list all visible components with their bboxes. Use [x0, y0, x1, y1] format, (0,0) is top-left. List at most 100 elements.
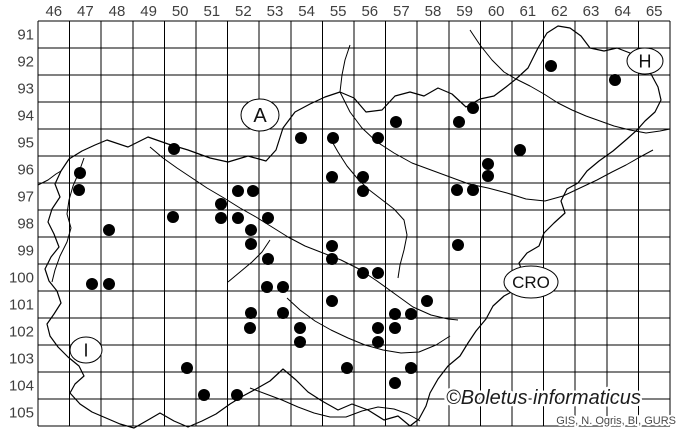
slovenia-border	[44, 25, 662, 429]
grid	[37, 20, 671, 427]
watermark: ©Boletus informaticus	[446, 387, 641, 409]
column-label: 64	[614, 3, 631, 20]
occurrence-dot	[405, 362, 417, 374]
occurrence-dot	[389, 377, 401, 389]
occurrence-dot	[295, 132, 307, 144]
occurrence-dot	[261, 281, 273, 293]
occurrence-dot	[198, 389, 210, 401]
river-line	[329, 137, 408, 279]
row-label: 92	[17, 54, 34, 71]
country-label-austria: A	[253, 105, 267, 127]
column-label: 55	[330, 3, 347, 20]
column-label: 60	[488, 3, 505, 20]
column-label: 52	[235, 3, 252, 20]
occurrence-dot	[372, 132, 384, 144]
column-label: 49	[140, 3, 157, 20]
occurrence-dot	[389, 308, 401, 320]
occurrence-dot	[231, 389, 243, 401]
row-label: 101	[9, 297, 34, 314]
column-label: 54	[298, 3, 315, 20]
country-ellipse-croatia	[503, 265, 559, 299]
occurrence-dot	[357, 185, 369, 197]
column-label: 46	[45, 3, 62, 20]
country-ellipse-italy	[69, 336, 103, 364]
row-label: 91	[17, 27, 34, 44]
occurrence-dot	[167, 211, 179, 223]
river-line	[286, 297, 451, 354]
river-line	[249, 387, 421, 422]
column-label: 58	[425, 3, 442, 20]
river-line	[149, 146, 459, 321]
occurrence-dot	[327, 132, 339, 144]
column-label: 63	[583, 3, 600, 20]
occurrence-dot	[181, 362, 193, 374]
row-label: 97	[17, 189, 34, 206]
column-label: 50	[172, 3, 189, 20]
occurrence-dot	[232, 185, 244, 197]
row-label: 100	[9, 270, 34, 287]
occurrence-dot	[326, 295, 338, 307]
occurrence-dot	[262, 212, 274, 224]
occurrence-dot	[73, 184, 85, 196]
occurrence-dot	[421, 295, 433, 307]
column-label: 62	[551, 3, 568, 20]
occurrence-dot	[86, 278, 98, 290]
credits: GIS, N. Ogris, BI, GURS	[556, 415, 676, 427]
column-label: 61	[519, 3, 536, 20]
occurrence-dot	[326, 253, 338, 265]
occurrence-dot	[482, 158, 494, 170]
occurrence-dot	[390, 116, 402, 128]
occurrence-dot	[103, 278, 115, 290]
occurrence-dot	[357, 171, 369, 183]
occurrence-dot	[467, 184, 479, 196]
occurrence-dot	[168, 143, 180, 155]
river-line	[51, 157, 85, 283]
column-label: 56	[361, 3, 378, 20]
occurrence-dot	[341, 362, 353, 374]
column-label: 65	[646, 3, 663, 20]
row-label: 93	[17, 81, 34, 98]
occurrence-dot	[452, 239, 464, 251]
occurrence-dot	[514, 144, 526, 156]
row-label: 103	[9, 351, 34, 368]
occurrence-dot	[245, 224, 257, 236]
occurrence-dot	[372, 336, 384, 348]
axis-labels: 46 47 48 49 50 51 52 53 54 55 56 57 58 59 60 61 62 63 64 65…	[9, 3, 663, 422]
occurrence-dot	[215, 198, 227, 210]
occurrence-dot	[294, 336, 306, 348]
occurrence-dot	[244, 322, 256, 334]
occurrence-dot	[451, 184, 463, 196]
occurrence-dot	[245, 307, 257, 319]
country-label-italy: I	[83, 340, 88, 360]
river-line	[469, 29, 517, 80]
occurrence-dot	[326, 240, 338, 252]
row-label: 96	[17, 162, 34, 179]
occurrence-dot	[389, 322, 401, 334]
occurrence-dot	[294, 322, 306, 334]
column-label: 53	[267, 3, 284, 20]
row-label: 105	[9, 405, 34, 422]
occurrence-dot	[277, 307, 289, 319]
column-label: 48	[109, 3, 126, 20]
river-line	[37, 170, 62, 186]
occurrence-dot	[545, 60, 557, 72]
occurrence-dot	[467, 102, 479, 114]
occurrence-dot	[326, 171, 338, 183]
country-label-croatia: CRO	[512, 273, 550, 292]
occurrence-dot	[277, 281, 289, 293]
occurrence-dot	[215, 212, 227, 224]
river-line	[227, 239, 271, 283]
country-ellipse-austria	[240, 98, 280, 132]
country-label-hungary: H	[639, 51, 652, 71]
country-labels: A H CRO I	[69, 47, 664, 364]
occurrence-dot	[103, 224, 115, 236]
column-label: 59	[456, 3, 473, 20]
country-borders	[37, 25, 671, 429]
row-label: 95	[17, 135, 34, 152]
occurrence-dot	[609, 74, 621, 86]
river-line	[515, 78, 671, 134]
river-line	[339, 44, 351, 93]
occurrence-dot	[74, 167, 86, 179]
row-label: 104	[9, 378, 34, 395]
